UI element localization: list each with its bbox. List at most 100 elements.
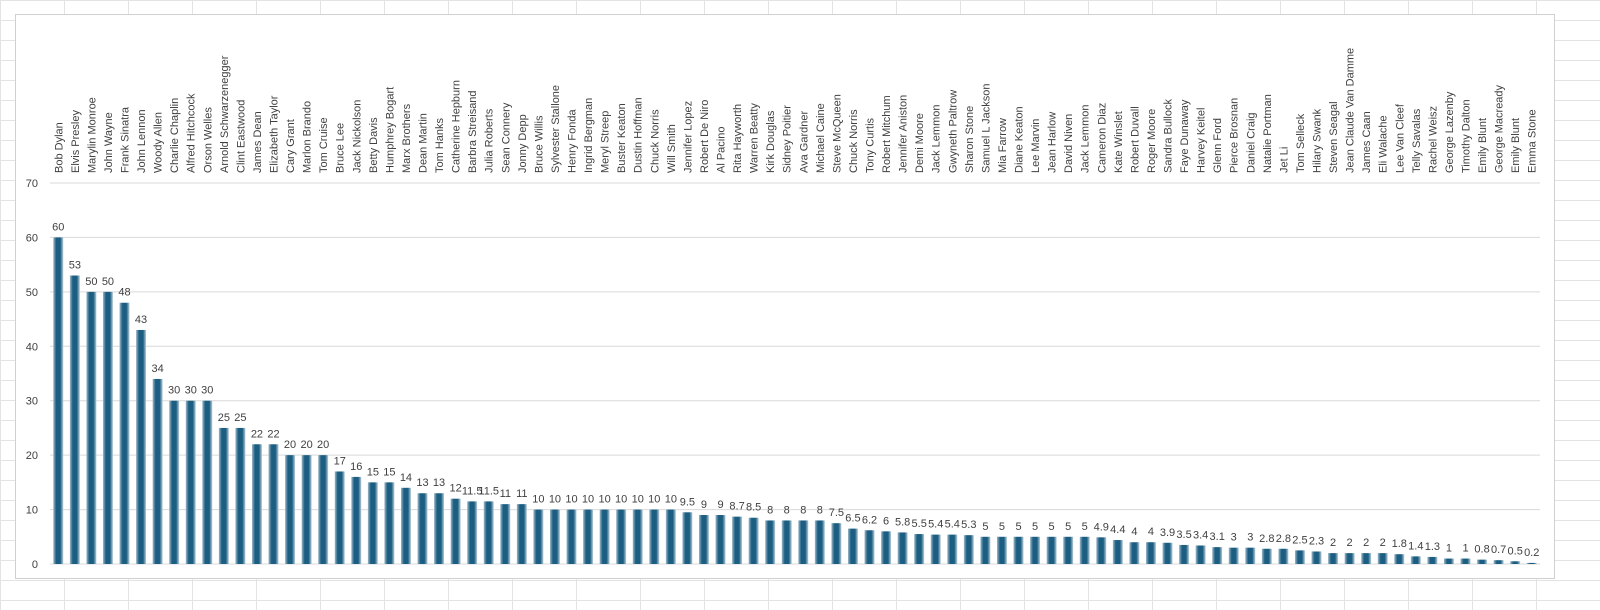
x-tick-label: Jack Lemmon <box>931 105 943 173</box>
data-label: 17 <box>334 455 346 467</box>
bar <box>649 509 660 564</box>
bar <box>136 329 147 564</box>
data-label: 10 <box>549 494 561 506</box>
x-tick-label: Faye Dunaway <box>1179 99 1191 173</box>
data-label: 2.8 <box>1276 533 1291 545</box>
bar <box>400 487 411 564</box>
x-tick-label: Ingrid Bergman <box>583 98 595 173</box>
x-tick-label: Roger Moore <box>1146 109 1158 173</box>
data-label: 50 <box>102 276 114 288</box>
bar <box>185 400 196 564</box>
data-label: 9 <box>717 499 723 511</box>
x-tick-label: Tom Hanks <box>434 117 446 173</box>
data-label: 11 <box>500 488 511 500</box>
bar <box>102 291 113 564</box>
bar <box>1377 553 1388 564</box>
x-tick-label: Rachel Weisz <box>1427 106 1439 173</box>
x-tick-label: Buster Keaton <box>616 103 628 173</box>
data-label: 12 <box>449 483 461 495</box>
data-label: 22 <box>251 428 263 440</box>
x-tick-label: James Dean <box>252 111 264 173</box>
x-tick-label: Mia Farrow <box>997 118 1009 173</box>
x-tick-label: Will Smith <box>666 124 678 173</box>
y-tick-label: 50 <box>26 287 38 299</box>
data-label: 0.5 <box>1508 545 1523 557</box>
bar <box>500 504 511 564</box>
x-tick-label: Robert Duvall <box>1129 106 1141 173</box>
bar <box>1443 558 1454 564</box>
x-tick-label: Chuck Norris <box>649 109 661 173</box>
bar <box>202 400 213 564</box>
x-tick-label: George Macready <box>1494 84 1506 173</box>
data-label: 43 <box>135 314 147 326</box>
bar <box>367 482 378 564</box>
bar <box>748 517 759 564</box>
data-label: 4 <box>1148 526 1154 538</box>
x-tick-label: Humphrey Bogart <box>384 87 396 173</box>
x-tick-label: Steve McQueen <box>831 94 843 173</box>
x-tick-label: Betty Davis <box>368 117 380 173</box>
data-label: 25 <box>234 412 246 424</box>
data-label: 15 <box>367 466 379 478</box>
data-label: 0.2 <box>1524 547 1539 559</box>
data-label: 8.7 <box>729 501 744 513</box>
bar <box>632 509 643 564</box>
data-label: 6.2 <box>862 514 877 526</box>
x-tick-label: Samuel L Jackson <box>980 84 992 173</box>
bar <box>616 509 627 564</box>
data-label: 2.5 <box>1292 534 1307 546</box>
bar <box>450 498 461 564</box>
data-label: 4.4 <box>1110 524 1125 536</box>
x-tick-label: John Wayne <box>103 112 115 173</box>
bar <box>152 378 163 564</box>
bar <box>980 536 991 564</box>
data-label: 3.5 <box>1176 529 1191 541</box>
x-tick-label: Warren Beatty <box>749 103 761 173</box>
bar <box>963 535 974 564</box>
x-tick-label: Emily Blunt <box>1510 118 1522 173</box>
data-label: 10 <box>565 494 577 506</box>
x-tick-label: Demi Moore <box>914 113 926 173</box>
bar <box>1510 561 1521 564</box>
bar <box>1394 554 1405 564</box>
data-label: 53 <box>69 260 81 272</box>
bar <box>1526 562 1537 564</box>
data-label: 20 <box>300 439 312 451</box>
data-label: 3.1 <box>1210 531 1225 543</box>
y-tick-label: 40 <box>26 341 38 353</box>
bar <box>1129 542 1140 564</box>
x-tick-label: Sean Connery <box>500 102 512 173</box>
x-tick-label: James Caan <box>1361 111 1373 173</box>
x-tick-label: Jean Claude Van Damme <box>1345 48 1357 173</box>
bar <box>1013 536 1024 564</box>
data-label: 5.4 <box>945 519 960 531</box>
data-label: 10 <box>665 494 677 506</box>
bar <box>467 501 478 564</box>
data-label: 8 <box>767 504 773 516</box>
data-label: 6 <box>883 515 889 527</box>
x-tick-label: Bruce Lee <box>335 123 347 173</box>
x-tick-label: Alfred Hitchcock <box>186 93 198 173</box>
bar <box>1046 536 1057 564</box>
x-tick-label: Harvey Keitel <box>1196 108 1208 173</box>
bar <box>1195 545 1206 564</box>
bar <box>549 509 560 564</box>
bar <box>301 455 312 564</box>
bar <box>698 515 709 564</box>
x-tick-label: Glenn Ford <box>1212 118 1224 173</box>
x-tick-label: Julia Roberts <box>484 108 496 173</box>
bar <box>384 482 395 564</box>
data-label: 5 <box>999 521 1005 533</box>
x-tick-label: Diane Keaton <box>1014 106 1026 173</box>
data-label: 10 <box>598 494 610 506</box>
data-label: 2.3 <box>1309 535 1324 547</box>
bar <box>1228 547 1239 564</box>
bar <box>1361 553 1372 564</box>
data-label: 11 <box>516 488 527 500</box>
bar <box>285 455 296 564</box>
x-tick-label: Barbra Streisand <box>467 90 479 173</box>
data-label: 1 <box>1446 543 1452 555</box>
data-label: 1 <box>1462 543 1468 555</box>
data-label: 3 <box>1247 532 1253 544</box>
data-label: 7.5 <box>829 507 844 519</box>
